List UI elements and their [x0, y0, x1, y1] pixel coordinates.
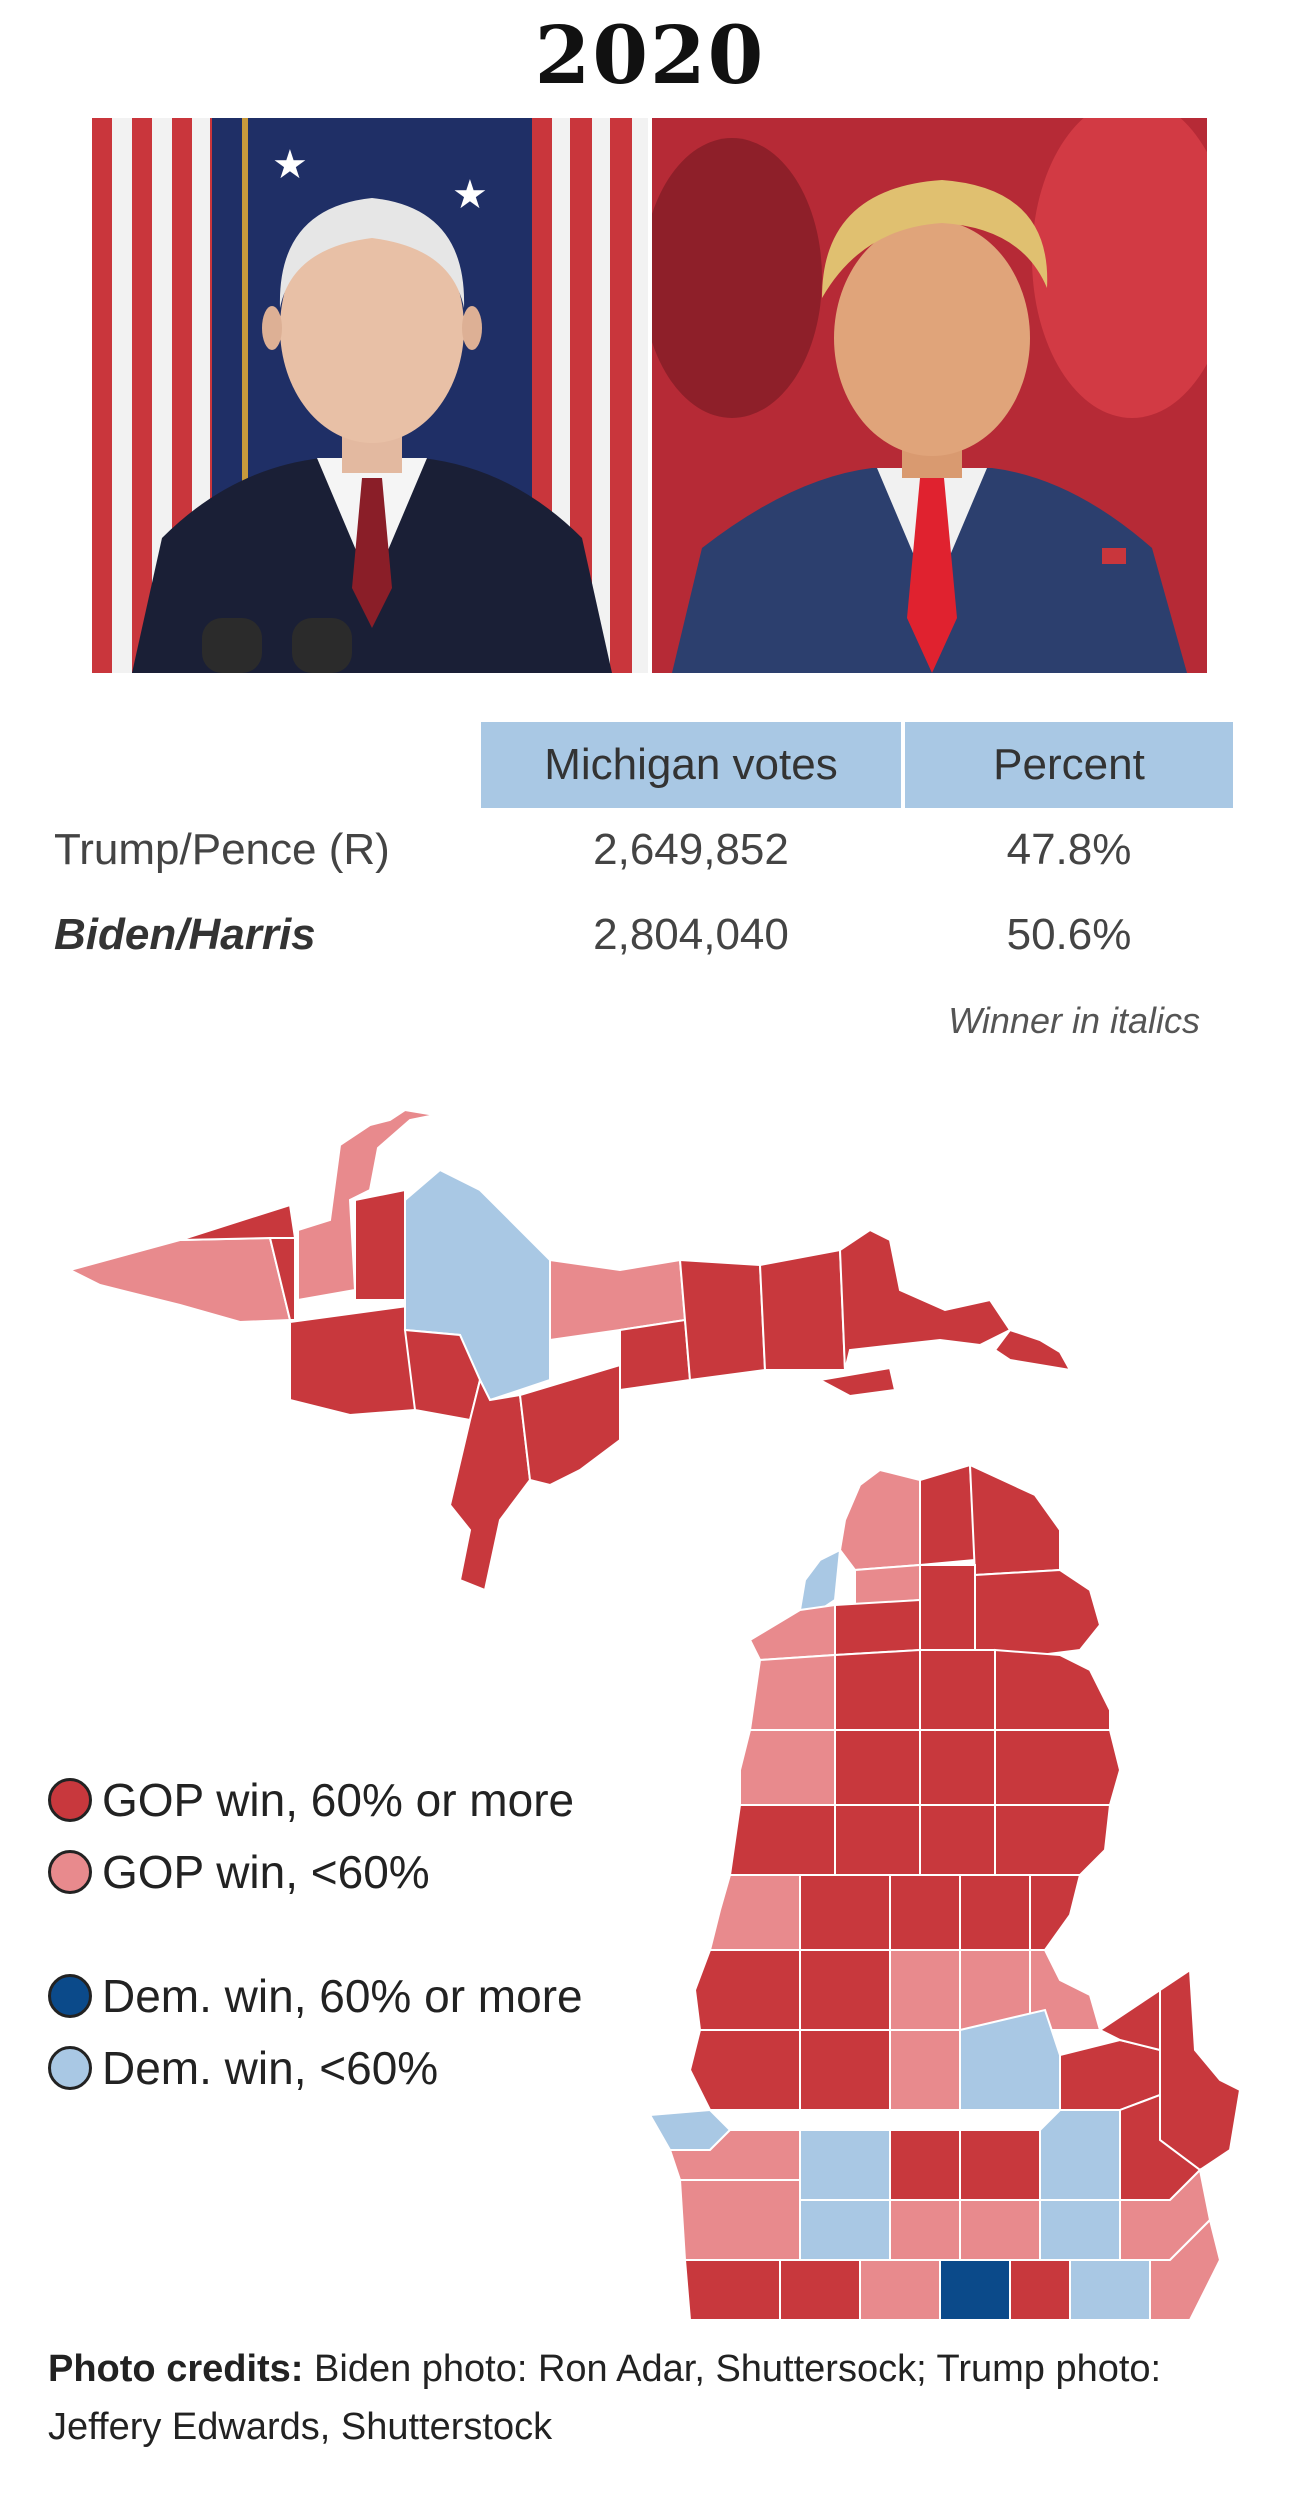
- votes-biden: 2,804,040: [593, 910, 789, 959]
- percent-trump: 47.8%: [1006, 825, 1132, 874]
- county-gop-strong: [289, 1303, 422, 1417]
- county-gop-strong: [1059, 2038, 1161, 2111]
- county-dem-lean: [1039, 2109, 1121, 2201]
- county-dem-lean: [1069, 2259, 1151, 2320]
- county-gop-strong: [959, 2129, 1041, 2201]
- legend-label: Dem. win, <60%: [102, 2042, 439, 2094]
- legend-gop-strong: GOP win, 60% or more: [48, 1772, 574, 1828]
- county-dem-lean: [799, 2199, 891, 2261]
- svg-text:★: ★: [452, 173, 488, 217]
- legend-dem-lean: Dem. win, <60%: [48, 2040, 438, 2096]
- county-gop-strong: [834, 1804, 921, 1876]
- winner-note: Winner in italics: [948, 1000, 1200, 1041]
- county-dem-lean: [799, 2129, 891, 2201]
- county-gop-strong: [834, 1648, 921, 1731]
- trump-photo: [652, 118, 1207, 673]
- svg-text:★: ★: [272, 143, 308, 187]
- county-gop-strong: [993, 1328, 1072, 1372]
- credits-text: Biden photo: Ron Adar, Shuttersock; Trum…: [48, 2348, 1162, 2448]
- county-gop-lean: [708, 1874, 801, 1951]
- credits-label: Photo credits:: [48, 2348, 304, 2390]
- photo-credits: Photo credits: Biden photo: Ron Adar, Sh…: [48, 2340, 1248, 2456]
- county-gop-strong: [678, 1258, 767, 1382]
- county-gop-lean: [678, 2179, 801, 2261]
- candidate-trump: Trump/Pence (R): [54, 825, 390, 874]
- county-gop-lean: [959, 2199, 1041, 2261]
- county-gop-strong: [354, 1188, 406, 1301]
- county-gop-strong: [758, 1248, 847, 1371]
- legend-label: GOP win, 60% or more: [102, 1774, 575, 1826]
- legend-label: Dem. win, 60% or more: [102, 1970, 583, 2022]
- legend-label: GOP win, <60%: [102, 1846, 430, 1898]
- county-gop-strong: [816, 1366, 897, 1398]
- year-title: 2020: [534, 8, 766, 102]
- county-gop-strong: [919, 1729, 996, 1806]
- county-gop-strong: [919, 1804, 996, 1876]
- county-gop-strong: [728, 1804, 836, 1876]
- county-gop-strong: [959, 1874, 1031, 1951]
- percent-column-header: Percent: [905, 722, 1233, 808]
- county-gop-strong: [1159, 1968, 1240, 2172]
- county-gop-strong: [1009, 2259, 1071, 2320]
- legend-swatch-gop-lean: [48, 1850, 92, 1894]
- county-gop-lean: [1149, 2218, 1222, 2320]
- county-gop-strong: [1029, 1874, 1082, 1951]
- county-gop-strong: [799, 1874, 891, 1951]
- county-gop-strong: [919, 1463, 977, 1567]
- county-gop-lean: [748, 1603, 836, 1662]
- legend-swatch-gop-strong: [48, 1778, 92, 1822]
- biden-photo: ★ ★ ★: [92, 118, 648, 673]
- county-gop-strong: [799, 2029, 891, 2111]
- percent-biden: 50.6%: [1006, 910, 1132, 959]
- county-gop-lean: [889, 2029, 961, 2111]
- county-gop-strong: [994, 1804, 1112, 1876]
- county-gop-lean: [889, 1949, 961, 2031]
- votes-column-header: Michigan votes: [481, 722, 901, 808]
- county-gop-strong: [688, 2029, 801, 2111]
- county-gop-strong: [919, 1649, 996, 1731]
- county-gop-strong: [268, 1237, 296, 1321]
- county-gop-strong: [683, 2259, 781, 2320]
- county-gop-lean: [854, 1563, 921, 1607]
- county-gop-strong: [919, 1564, 976, 1651]
- county-gop-strong: [779, 2259, 861, 2320]
- candidate-photos: ★ ★ ★: [92, 118, 1207, 673]
- candidate-biden: Biden/Harris: [54, 910, 316, 959]
- county-gop-lean: [859, 2259, 941, 2320]
- county-dem-lean: [798, 1548, 842, 1611]
- legend-gop-lean: GOP win, <60%: [48, 1844, 430, 1900]
- county-gop-strong: [889, 2129, 961, 2201]
- county-dem-strong: [939, 2259, 1011, 2320]
- legend-dem-strong: Dem. win, 60% or more: [48, 1968, 583, 2024]
- county-gop-strong: [994, 1729, 1122, 1806]
- county-gop-strong: [448, 1377, 532, 1592]
- county-gop-strong: [619, 1318, 692, 1392]
- county-dem-lean: [1039, 2199, 1121, 2261]
- county-gop-strong: [994, 1648, 1111, 1731]
- votes-trump: 2,649,852: [593, 825, 789, 874]
- county-gop-strong: [179, 1203, 297, 1241]
- county-gop-strong: [799, 1949, 891, 2031]
- county-gop-strong: [834, 1598, 921, 1657]
- county-gop-lean: [748, 1653, 836, 1731]
- county-gop-strong: [968, 1463, 1061, 1577]
- county-gop-lean: [67, 1236, 292, 1324]
- county-gop-lean: [739, 1729, 836, 1806]
- county-gop-strong: [889, 1874, 961, 1951]
- county-gop-strong: [834, 1729, 921, 1806]
- legend-swatch-dem-strong: [48, 1974, 92, 2018]
- county-gop-lean: [838, 1468, 921, 1572]
- county-gop-strong: [838, 1228, 1012, 1371]
- county-gop-strong: [693, 1949, 801, 2031]
- michigan-county-map: [67, 1108, 1240, 2320]
- legend-swatch-dem-lean: [48, 2046, 92, 2090]
- county-gop-lean: [889, 2199, 961, 2261]
- county-gop-strong: [974, 1568, 1102, 1656]
